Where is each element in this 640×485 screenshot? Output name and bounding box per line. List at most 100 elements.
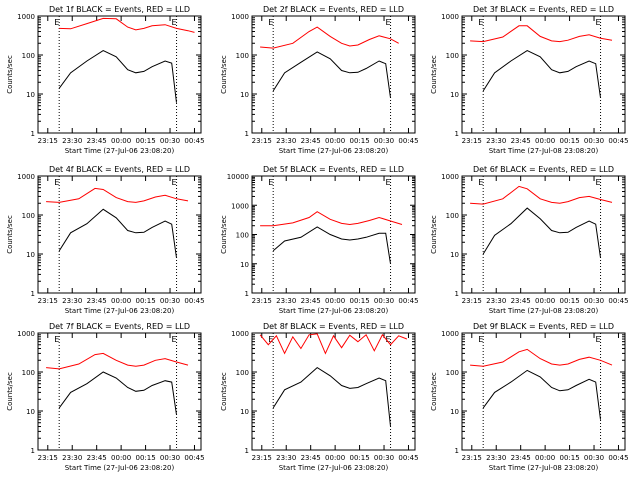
x-tick-label: 00:30 — [160, 137, 180, 145]
y-tick-label: 1000 — [17, 330, 35, 338]
event-marker-label: E — [596, 178, 601, 187]
y-tick-label: 1000 — [441, 13, 459, 21]
x-tick-label: 00:15 — [135, 297, 155, 305]
x-tick-label: 00:00 — [325, 454, 345, 462]
event-marker-label: E — [268, 335, 273, 344]
x-tick-label: 00:00 — [111, 454, 131, 462]
x-tick-label: 00:15 — [135, 137, 155, 145]
y-tick-label: 100 — [22, 369, 35, 377]
y-tick-label: 1 — [31, 290, 35, 298]
x-tick-label: 00:00 — [325, 137, 345, 145]
y-tick-label: 1 — [455, 447, 459, 455]
plot-title: Det 1f BLACK = Events, RED = LLD — [49, 5, 190, 14]
plot-title: Det 5f BLACK = Events, RED = LLD — [263, 165, 404, 174]
x-tick-label: 00:15 — [559, 454, 579, 462]
y-tick-label: 100 — [446, 52, 459, 60]
x-tick-label: 23:45 — [301, 137, 321, 145]
x-tick-label: 00:30 — [584, 137, 604, 145]
x-axis-label: Start Time (27-Jul-06 23:08:20) — [65, 464, 175, 472]
x-tick-label: 00:15 — [349, 454, 369, 462]
series-line-1 — [46, 187, 189, 203]
x-tick-label: 00:45 — [184, 454, 204, 462]
y-tick-label: 100 — [236, 52, 249, 60]
y-tick-label: 1 — [455, 130, 459, 138]
series-line-2 — [272, 366, 391, 427]
y-tick-label: 10 — [450, 251, 459, 259]
event-marker-label: E — [268, 178, 273, 187]
event-marker-label: E — [386, 178, 391, 187]
event-marker-label: E — [386, 18, 391, 27]
y-axis-label: Counts/sec — [430, 372, 438, 411]
event-marker-label: E — [478, 335, 483, 344]
x-axis-label: Start Time (27-Jul-06 23:08:20) — [279, 307, 389, 315]
plot-panel-1: Det 1f BLACK = Events, RED = LLD Start Ti… — [6, 5, 205, 155]
x-tick-label: 23:30 — [276, 297, 296, 305]
y-tick-label: 1 — [245, 130, 249, 138]
event-marker-label: E — [172, 178, 177, 187]
x-tick-label: 00:45 — [184, 297, 204, 305]
x-tick-label: 23:30 — [62, 454, 82, 462]
y-axis-label: Counts/sec — [6, 372, 14, 411]
x-tick-label: 00:45 — [398, 297, 418, 305]
series-line-2 — [272, 51, 391, 98]
plot-title: Det 8f BLACK = Events, RED = LLD — [263, 322, 404, 331]
y-tick-label: 100 — [446, 212, 459, 220]
y-tick-label: 1000 — [441, 330, 459, 338]
y-tick-label: 100 — [236, 369, 249, 377]
y-tick-label: 1000 — [17, 13, 35, 21]
plot-panel-9: Det 9f BLACK = Events, RED = LLD Start Ti… — [430, 322, 629, 472]
plot-title: Det 4f BLACK = Events, RED = LLD — [49, 165, 190, 174]
series-line-2 — [272, 226, 391, 264]
x-tick-label: 23:45 — [87, 454, 107, 462]
series-line-1 — [259, 333, 408, 355]
x-tick-label: 23:15 — [252, 137, 272, 145]
x-tick-label: 00:45 — [398, 137, 418, 145]
y-tick-label: 1000 — [441, 173, 459, 181]
y-axis-label: Counts/sec — [220, 215, 228, 254]
x-axis-label: Start Time (27-Jul-06 23:08:20) — [65, 307, 175, 315]
y-axis-label: Counts/sec — [6, 55, 14, 94]
y-tick-label: 1 — [455, 290, 459, 298]
series-line-2 — [482, 369, 601, 420]
plot-panel-5: Det 5f BLACK = Events, RED = LLD Start Ti… — [220, 165, 419, 315]
x-tick-label: 00:00 — [535, 137, 555, 145]
x-tick-label: 23:15 — [252, 297, 272, 305]
x-tick-label: 23:30 — [62, 137, 82, 145]
event-marker-label: E — [386, 335, 391, 344]
y-axis-label: Counts/sec — [6, 215, 14, 254]
event-marker-label: E — [54, 18, 59, 27]
x-tick-label: 00:15 — [559, 137, 579, 145]
x-tick-label: 23:15 — [462, 454, 482, 462]
plot-frame — [461, 175, 626, 294]
y-tick-label: 1000 — [231, 330, 249, 338]
y-tick-label: 1000 — [17, 173, 35, 181]
plot-title: Det 3f BLACK = Events, RED = LLD — [473, 5, 614, 14]
y-tick-label: 10000 — [227, 173, 249, 181]
event-marker-label: E — [478, 178, 483, 187]
x-tick-label: 00:45 — [184, 137, 204, 145]
y-axis-label: Counts/sec — [220, 55, 228, 94]
series-line-1 — [59, 17, 195, 33]
x-tick-label: 23:45 — [301, 454, 321, 462]
x-tick-label: 23:45 — [511, 297, 531, 305]
plot-panel-6: Det 6f BLACK = Events, RED = LLD Start Ti… — [430, 165, 629, 315]
y-tick-label: 100 — [22, 52, 35, 60]
plot-panel-2: Det 2f BLACK = Events, RED = LLD Start Ti… — [220, 5, 419, 155]
y-tick-label: 1 — [245, 290, 249, 298]
x-tick-label: 23:15 — [252, 454, 272, 462]
event-marker-label: E — [596, 335, 601, 344]
y-tick-label: 1 — [31, 447, 35, 455]
plot-panel-7: Det 7f BLACK = Events, RED = LLD Start Ti… — [6, 322, 205, 472]
plot-panel-3: Det 3f BLACK = Events, RED = LLD Start Ti… — [430, 5, 629, 155]
series-line-2 — [482, 50, 601, 98]
x-tick-label: 00:45 — [398, 454, 418, 462]
x-tick-label: 00:30 — [584, 297, 604, 305]
series-line-1 — [46, 352, 189, 370]
y-tick-label: 10 — [450, 91, 459, 99]
x-tick-label: 23:15 — [462, 137, 482, 145]
y-tick-label: 1 — [245, 447, 249, 455]
plot-frame — [461, 15, 626, 134]
plot-frame — [37, 332, 202, 451]
x-tick-label: 00:45 — [608, 297, 628, 305]
